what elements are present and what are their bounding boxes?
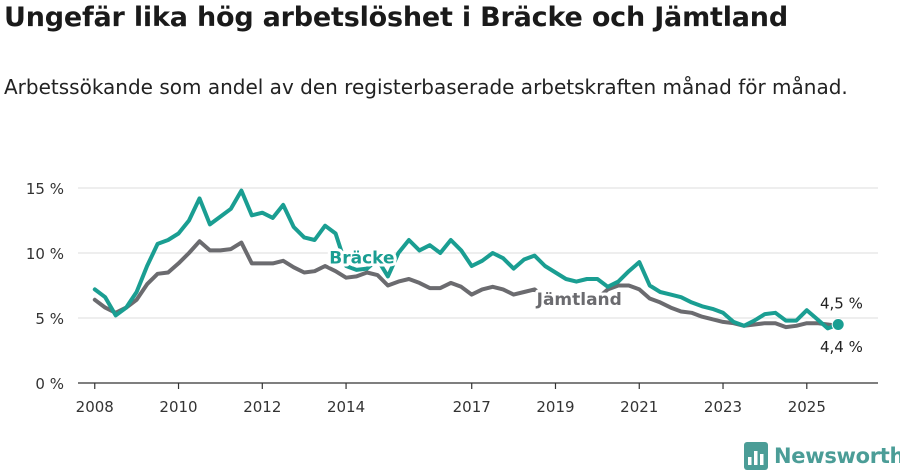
end-value-label-jamtland: 4,4 % [820, 338, 863, 356]
newsworthy-logo-icon [744, 442, 768, 470]
series-line-jamtland [92, 239, 841, 330]
series-label-bracke: Bräcke [329, 248, 394, 268]
newsworthy-logo-text: Newsworthy [774, 444, 900, 468]
chart-title: Ungefär lika hög arbetslöshet i Bräcke o… [4, 2, 788, 33]
series-line-bracke [92, 188, 841, 331]
x-tick-label: 2017 [453, 398, 491, 416]
y-tick-label: 5 % [35, 310, 64, 328]
x-tick-label: 2025 [788, 398, 826, 416]
x-tick-label: 2012 [243, 398, 281, 416]
y-tick-label: 0 % [35, 375, 64, 393]
x-tick-label: 2019 [536, 398, 574, 416]
x-tick-label: 2021 [620, 398, 658, 416]
end-point-marker [831, 318, 845, 331]
newsworthy-logo: Newsworthy [744, 442, 900, 470]
y-tick-label: 10 % [26, 245, 64, 263]
y-tick-label: 15 % [26, 180, 64, 198]
x-tick-label: 2014 [327, 398, 365, 416]
line-chart: 0 % 5 % 10 % 15 % 2008 2010 2012 2014 2017 2019 20… [26, 180, 878, 416]
series-label-jamtland: Jämtland [536, 290, 622, 310]
x-tick-label: 2023 [704, 398, 742, 416]
chart-subtitle: Arbetssökande som andel av den registerb… [4, 75, 848, 99]
end-value-label-bracke: 4,5 % [820, 295, 863, 313]
x-tick-label: 2008 [76, 398, 114, 416]
x-tick-label: 2010 [159, 398, 197, 416]
